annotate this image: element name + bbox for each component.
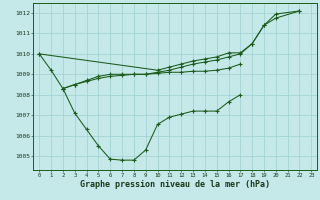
X-axis label: Graphe pression niveau de la mer (hPa): Graphe pression niveau de la mer (hPa) bbox=[80, 180, 270, 189]
